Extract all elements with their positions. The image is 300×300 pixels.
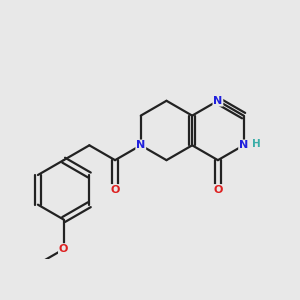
Text: O: O	[59, 244, 68, 254]
Text: N: N	[239, 140, 248, 150]
Text: N: N	[136, 140, 146, 150]
Text: N: N	[213, 96, 223, 106]
Text: O: O	[213, 185, 223, 195]
Text: H: H	[252, 139, 260, 149]
Text: O: O	[59, 244, 68, 254]
Text: O: O	[110, 185, 120, 195]
